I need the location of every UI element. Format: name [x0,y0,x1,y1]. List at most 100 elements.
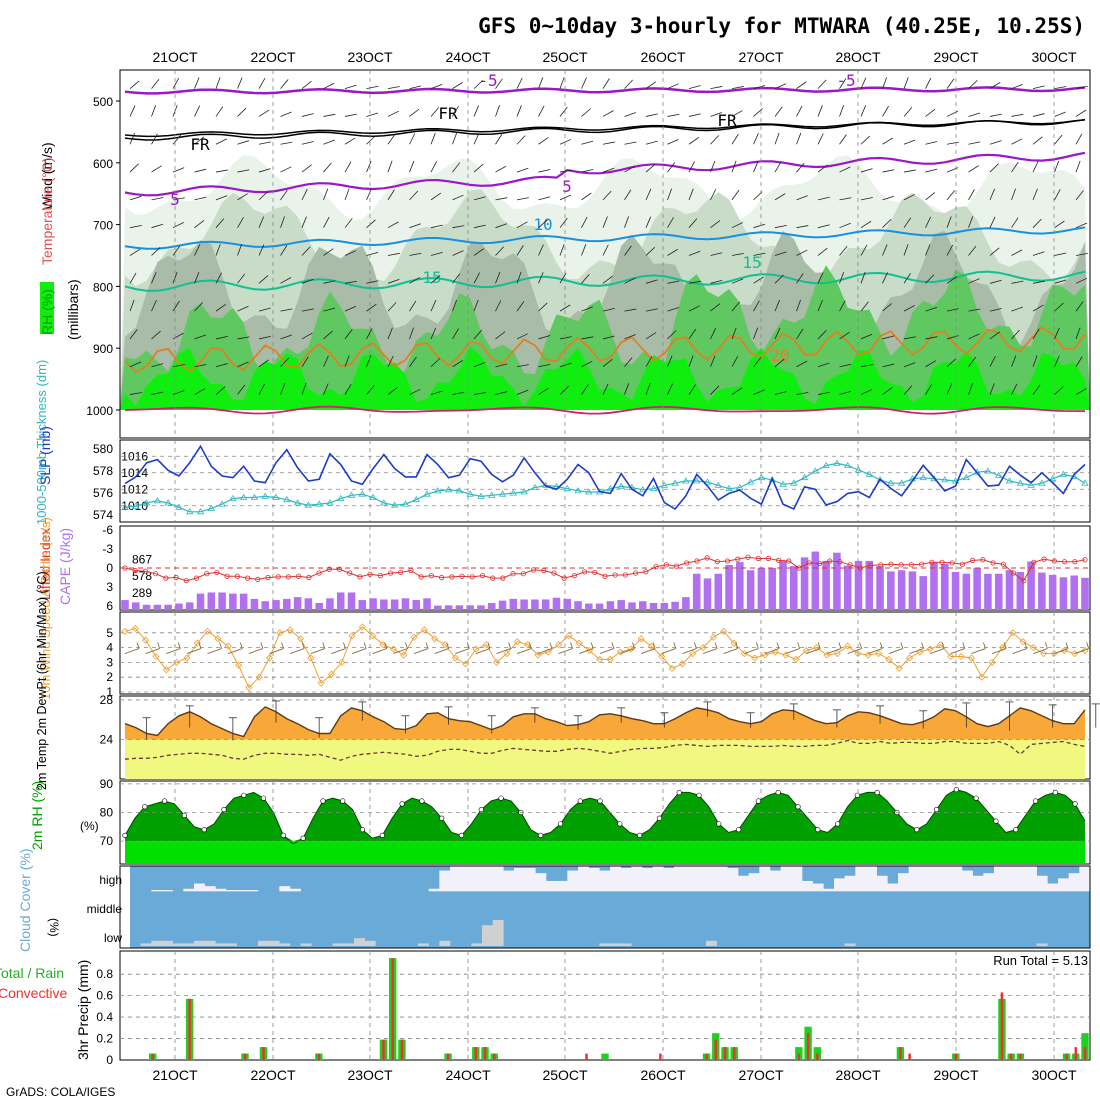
wind-barb [1054,355,1060,367]
wind-barb [581,384,589,395]
wind-barb-10m [310,648,325,654]
li-marker [949,560,955,566]
wind-speed-marker [761,651,769,659]
precip-conv-bar [714,1039,718,1060]
cape-bar [1038,572,1046,610]
li-marker [1082,557,1088,563]
wind-barb [344,280,357,284]
wind-barb [387,278,400,284]
precip-conv-bar [391,958,394,1060]
thickness-marker [369,493,377,500]
li-marker [684,560,690,566]
wind-barb [860,105,867,117]
rh-marker [637,832,643,838]
isotherm-label: 15 [742,253,761,272]
wind-barb [409,133,416,145]
wind-barb [280,141,293,145]
dewpoint-line [124,739,1086,761]
thickness-marker [293,499,302,506]
cloud-bar-high [994,865,1005,892]
wind-barb [559,217,568,228]
wind-barb [989,140,1002,145]
wind-barb [753,108,763,117]
wind-barb [581,244,587,256]
wind-barb [1011,188,1016,201]
wind-barb [258,359,270,368]
y-tick-label: 800 [93,280,113,294]
cape-bar [477,605,485,610]
wind-barb-10m [434,648,449,654]
li-marker [745,554,751,560]
li-marker [694,558,700,564]
thickness-marker [941,476,949,483]
wind-barb [1032,161,1039,173]
wind-barb-tick [384,642,388,649]
precip-tick: 0.8 [96,967,113,981]
wind-barb-tick [281,642,284,649]
cloud-bar-high [930,865,941,892]
wind-speed-marker [606,655,614,664]
li-marker [612,572,618,578]
wind-barb [925,244,931,256]
wind-barb [280,334,292,340]
rh-base-fill [125,841,1085,864]
wind-barb [344,355,350,367]
wind-speed-marker [885,655,893,664]
li-marker [990,560,996,566]
cloud-bar-high [1079,865,1091,892]
wind-barb [796,105,803,117]
wind-barb [215,303,227,312]
wind-barb [129,248,141,256]
wind-barb [301,383,307,395]
wind-barb [989,355,996,367]
wind-barb-tick [817,642,821,649]
wind-barb [925,306,938,312]
wind-barb [495,363,508,368]
isotherm-label: 15 [422,268,441,287]
wind-barb-tick [921,642,924,649]
wind-barb [538,169,551,173]
wind-barb [473,248,485,256]
wind-barb [882,137,893,145]
cloud-bar-high [919,865,931,892]
thickness-marker [283,495,291,503]
cloud-bar-low [151,940,163,946]
wind-speed-marker [1081,646,1089,655]
wind-barb-10m [455,648,470,654]
label-precip: 3hr Precip (mm) [75,960,91,1060]
wind-barb [538,137,549,145]
bottom-date-labels: 21OCT 22OCT 23OCT 24OCT 25OCT 26OCT 27OCT 28OCT… [152,1067,1077,1083]
cloud-bar-high [151,890,163,892]
wind-barb [129,329,138,340]
cloud-bar-low [610,943,621,946]
li-marker [592,569,598,576]
temp-tick: 24 [100,732,114,746]
wind-barb [538,196,551,201]
wind-speed-marker [637,635,645,643]
li-marker [857,565,863,571]
wind-barb [817,299,823,312]
wind-barb [946,244,954,256]
wind-barb [280,216,285,228]
wind-barb [796,195,808,201]
li-marker [1061,559,1068,565]
wind-barb [1011,329,1020,340]
wind-barb [194,302,204,312]
wind-barb [430,132,436,145]
wind-barb [968,189,975,201]
li-marker [714,559,720,565]
cape-bar [563,598,572,610]
wind-speed-marker [844,642,852,650]
wind-barb [903,169,916,173]
wind-barb-10m [351,648,367,654]
wind-barb [495,246,504,256]
wind-speed-marker [1009,629,1017,637]
wind-barb [753,300,760,312]
wind-barb-tick [1065,642,1069,649]
top-date-labels: 21OCT 22OCT 23OCT 24OCT 25OCT 26OCT 27OCT 28OCT… [152,49,1077,65]
wind-barb [731,86,744,90]
wind-barb [452,105,459,117]
wind-speed-marker [131,624,139,632]
wind-barb [667,113,680,117]
wind-barb-tick [404,642,408,649]
